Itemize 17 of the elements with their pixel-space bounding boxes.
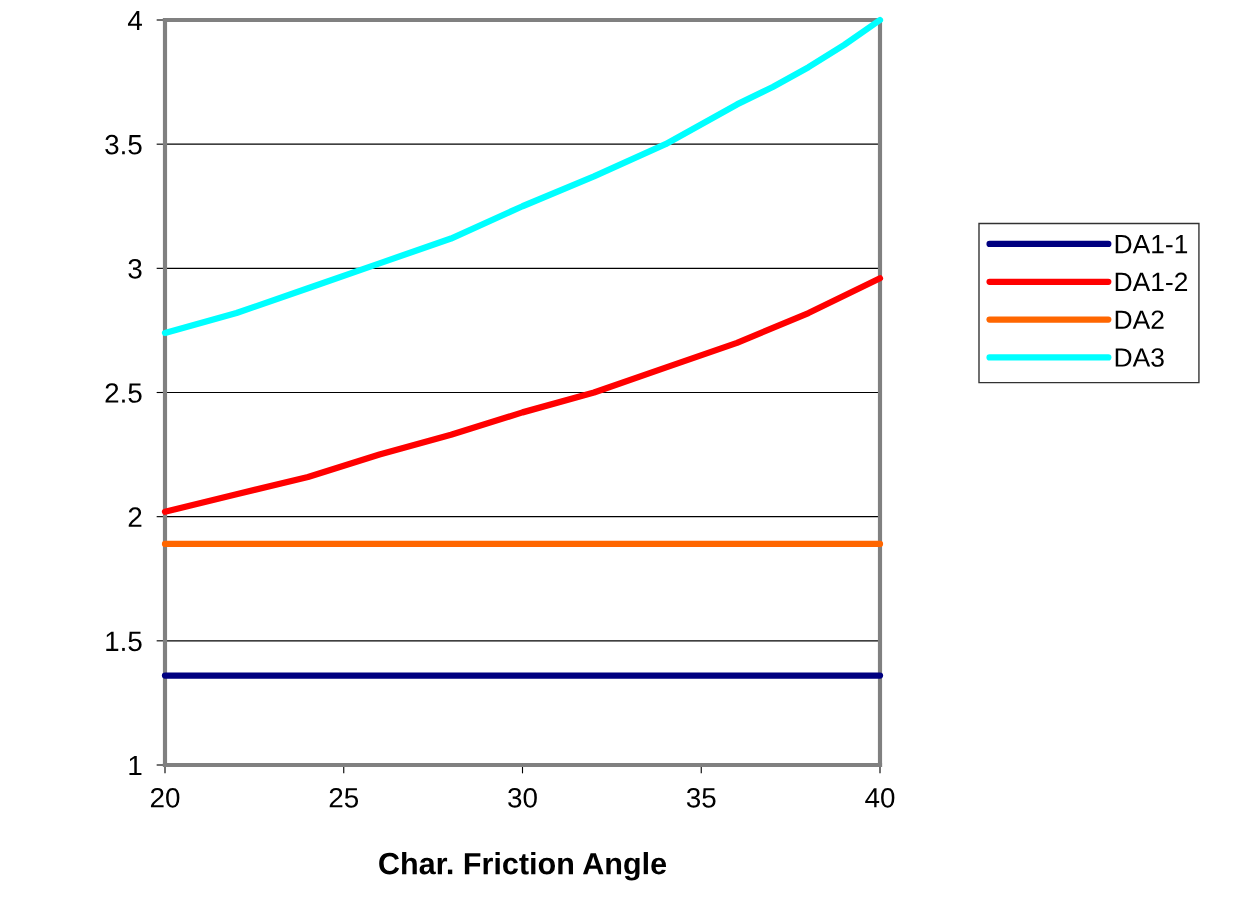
legend-label: DA3 xyxy=(1115,348,1164,367)
x-axis-title: Char. Friction Angle xyxy=(379,852,667,881)
y-tick-label: 3 xyxy=(128,259,142,279)
legend-label: DA2 xyxy=(1115,310,1164,329)
x-tick-label: 20 xyxy=(150,787,180,808)
x-tick-label: 40 xyxy=(865,787,895,808)
y-tick-label: 4 xyxy=(127,10,142,31)
legend-label: DA1-1 xyxy=(1115,235,1188,254)
y-tick-label: 2 xyxy=(128,507,142,527)
y-tick-label: 2.5 xyxy=(105,383,142,403)
legend-label: DA1-2 xyxy=(1115,272,1188,292)
y-tick-label: 1.5 xyxy=(106,631,142,652)
x-tick-label: 25 xyxy=(329,787,359,808)
x-tick-label: 30 xyxy=(508,787,537,808)
y-tick-label: 3.5 xyxy=(105,134,142,155)
y-tick-label: 1 xyxy=(129,755,142,776)
x-tick-label: 35 xyxy=(686,787,716,808)
